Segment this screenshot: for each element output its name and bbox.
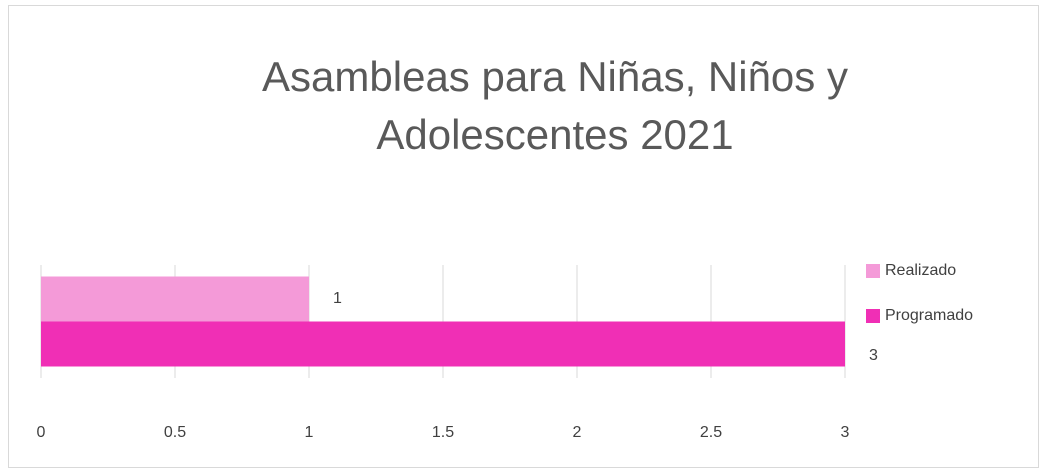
- x-tick-label: 1: [305, 424, 314, 441]
- legend-label: Programado: [885, 307, 973, 324]
- x-tick-label: 3: [841, 424, 850, 441]
- x-tick-label: 2: [573, 424, 582, 441]
- x-tick-label: 1.5: [432, 424, 454, 441]
- bar: [41, 321, 845, 367]
- x-tick-label: 0.5: [164, 424, 186, 441]
- legend-swatch: [866, 309, 880, 323]
- legend-swatch: [866, 264, 880, 278]
- x-tick-label: 2.5: [700, 424, 722, 441]
- x-tick-label: 0: [37, 424, 46, 441]
- chart-title: Asambleas para Niñas, Niños y Adolescent…: [262, 53, 848, 158]
- chart-border: [8, 5, 1039, 468]
- data-label: 1: [333, 290, 342, 307]
- legend-label: Realizado: [885, 262, 956, 279]
- data-label: 3: [869, 347, 878, 364]
- bar: [41, 276, 309, 322]
